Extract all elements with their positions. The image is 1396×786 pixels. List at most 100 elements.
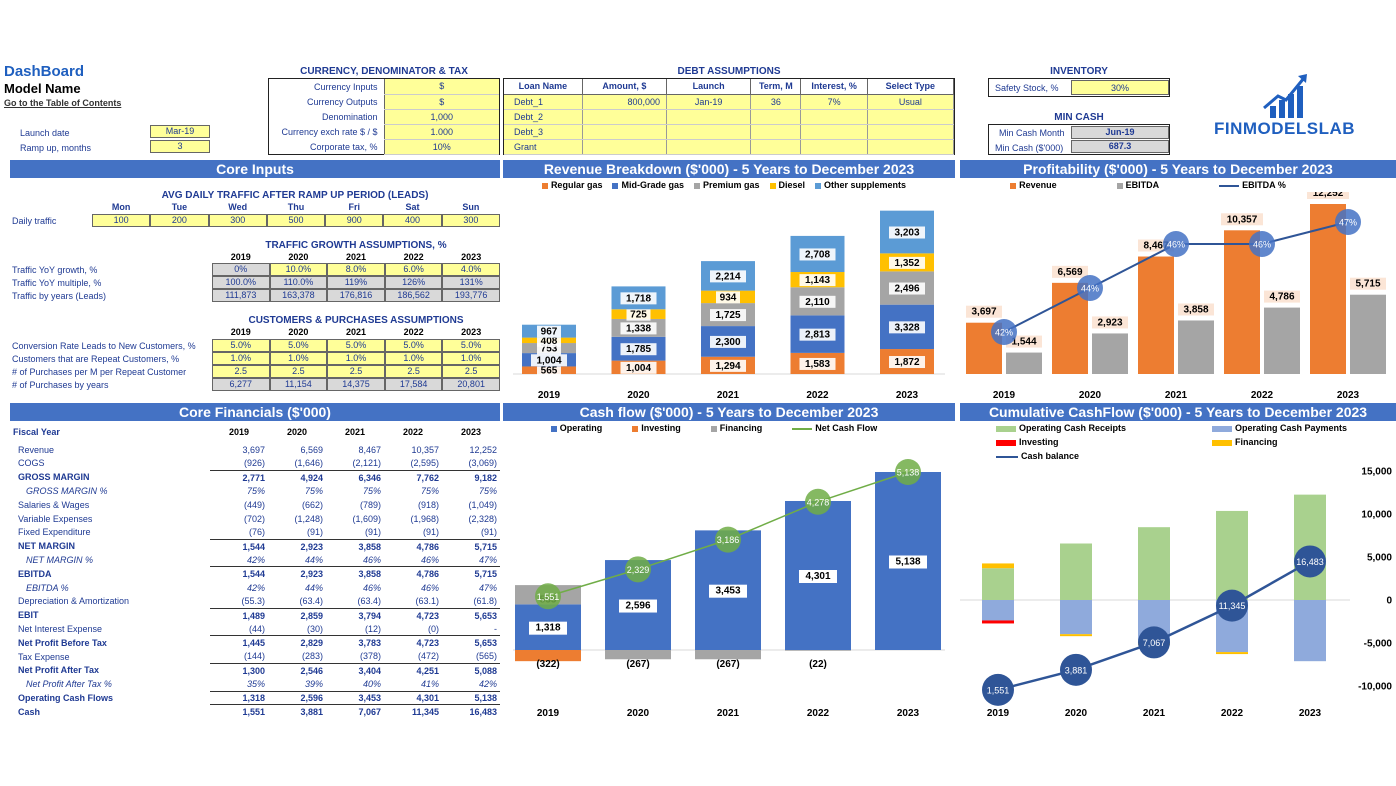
receipts-bar bbox=[1138, 527, 1170, 600]
assumption-cell[interactable]: 1.0% bbox=[327, 352, 385, 365]
financials-year-header: 2021 bbox=[344, 426, 366, 437]
legend-item: Mid-Grade gas bbox=[612, 180, 684, 190]
legend-label: Investing bbox=[1019, 437, 1059, 447]
debt-cell[interactable] bbox=[800, 139, 868, 155]
ebitda-pct-point bbox=[991, 319, 1017, 345]
assumption-cell[interactable]: 2.5 bbox=[384, 365, 443, 378]
debt-cell[interactable]: Grant bbox=[504, 139, 583, 155]
debt-cell[interactable]: 36 bbox=[750, 94, 802, 110]
daily-traffic-input[interactable]: 400 bbox=[383, 214, 442, 227]
legend-swatch bbox=[1212, 425, 1232, 432]
debt-cell[interactable] bbox=[666, 109, 752, 125]
toc-link[interactable]: Go to the Table of Contents bbox=[4, 98, 122, 108]
data-label-bg bbox=[1092, 316, 1128, 329]
debt-cell[interactable] bbox=[666, 124, 752, 140]
daily-traffic-input[interactable]: 300 bbox=[208, 214, 267, 227]
assumption-cell: 14,375 bbox=[327, 378, 385, 391]
x-tick-label: 2023 bbox=[896, 390, 919, 401]
debt-row: Debt_2 bbox=[504, 109, 955, 125]
assumption-cell[interactable]: 1.0% bbox=[384, 352, 443, 365]
debt-cell[interactable] bbox=[750, 109, 802, 125]
daily-traffic-input[interactable]: 500 bbox=[266, 214, 326, 227]
launch-date-input[interactable]: Mar-19 bbox=[150, 125, 210, 138]
data-label-bg bbox=[1178, 303, 1214, 316]
assumption-cell[interactable]: 1.0% bbox=[212, 352, 270, 365]
currency-row-label: Currency Inputs bbox=[313, 81, 378, 92]
data-label: 1,872 bbox=[894, 357, 919, 368]
assumption-cell[interactable]: 2.5 bbox=[212, 365, 270, 378]
debt-cell[interactable]: Debt_1 bbox=[504, 94, 583, 110]
financials-row-label: EBITDA bbox=[18, 568, 52, 579]
currency-row-input[interactable]: $ bbox=[383, 94, 499, 110]
debt-cell[interactable] bbox=[582, 139, 668, 155]
assumption-cell[interactable]: 2.5 bbox=[269, 365, 328, 378]
financials-table: Fiscal Year 2019 2020 2021 2022 2023 Revenue 3,… bbox=[10, 425, 500, 719]
assumption-cell[interactable]: 4.0% bbox=[442, 263, 500, 276]
debt-cell[interactable]: 7% bbox=[800, 94, 868, 110]
financials-row-label: Cash bbox=[18, 706, 41, 717]
cash-balance-point bbox=[982, 673, 1014, 706]
daily-traffic-input[interactable]: 900 bbox=[325, 214, 384, 227]
data-label-bg bbox=[889, 555, 927, 569]
debt-cell[interactable]: Jan-19 bbox=[666, 94, 752, 110]
assumption-cell[interactable]: 6.0% bbox=[384, 263, 443, 276]
cash-balance-point bbox=[1060, 653, 1092, 686]
cashflow-legend: Operating Investing Financing Net Cash Flow bbox=[503, 423, 955, 433]
safety-stock-input[interactable]: 30% bbox=[1071, 80, 1169, 95]
net-cash-flow-point bbox=[535, 583, 561, 610]
ebitda-pct-point bbox=[1335, 209, 1361, 235]
assumption-cell[interactable]: 2.5 bbox=[327, 365, 385, 378]
assumption-cell[interactable]: 5.0% bbox=[384, 339, 443, 352]
debt-cell[interactable] bbox=[800, 124, 868, 140]
debt-cell[interactable] bbox=[582, 124, 668, 140]
debt-cell[interactable]: Debt_2 bbox=[504, 109, 583, 125]
profitability-legend: Revenue EBITDA EBITDA % bbox=[960, 180, 1396, 190]
ebitda-bar bbox=[1350, 294, 1386, 374]
currency-row-input[interactable]: 1.000 bbox=[383, 124, 499, 140]
financials-cell: 3,697 bbox=[242, 444, 265, 455]
currency-row-input[interactable]: 10% bbox=[383, 139, 499, 155]
financials-cell: (789) bbox=[359, 499, 381, 510]
financials-cell: (61.8) bbox=[473, 596, 497, 607]
assumption-cell[interactable]: 1.0% bbox=[269, 352, 328, 365]
assumption-cell[interactable]: 5.0% bbox=[212, 339, 270, 352]
assumption-cell[interactable]: 5.0% bbox=[442, 339, 500, 352]
legend-label: Mid-Grade gas bbox=[621, 180, 684, 190]
daily-traffic-input[interactable]: 100 bbox=[92, 214, 151, 227]
currency-row-input[interactable]: $ bbox=[383, 79, 499, 95]
ebitda-bar bbox=[1006, 352, 1042, 374]
legend-item: EBITDA bbox=[1116, 180, 1159, 190]
assumption-cell[interactable]: 5.0% bbox=[269, 339, 328, 352]
assumption-label: Traffic YoY multiple, % bbox=[12, 278, 102, 288]
assumption-cell[interactable]: 8.0% bbox=[327, 263, 385, 276]
financials-cell: 41% bbox=[420, 678, 439, 689]
assumption-cell[interactable]: 5.0% bbox=[327, 339, 385, 352]
legend-line-swatch bbox=[996, 455, 1018, 458]
debt-cell[interactable]: Debt_3 bbox=[504, 124, 583, 140]
assumption-cell[interactable]: 10.0% bbox=[269, 263, 328, 276]
assumption-cell[interactable]: 2.5 bbox=[442, 365, 500, 378]
ramp-up-input[interactable]: 3 bbox=[150, 140, 210, 153]
debt-cell[interactable] bbox=[750, 139, 802, 155]
daily-traffic-input[interactable]: 200 bbox=[150, 214, 209, 227]
revenue-legend: Regular gas Mid-Grade gas Premium gas Diese… bbox=[503, 180, 955, 190]
debt-cell[interactable] bbox=[867, 109, 955, 125]
debt-header-cell: Launch bbox=[666, 79, 752, 95]
debt-cell[interactable] bbox=[867, 124, 955, 140]
debt-cell[interactable]: 800,000 bbox=[582, 94, 668, 110]
debt-cell[interactable] bbox=[750, 124, 802, 140]
data-label: 2,496 bbox=[894, 284, 919, 295]
debt-cell[interactable] bbox=[666, 139, 752, 155]
financials-row-label: Net Profit After Tax bbox=[18, 665, 100, 676]
debt-header-row: Loan Name Amount, $ Launch Term, M Interest,… bbox=[504, 79, 955, 95]
debt-cell[interactable]: Usual bbox=[867, 94, 955, 110]
assumption-cell[interactable]: 1.0% bbox=[442, 352, 500, 365]
debt-cell[interactable] bbox=[867, 139, 955, 155]
debt-cell[interactable] bbox=[582, 109, 668, 125]
currency-row-input[interactable]: 1,000 bbox=[383, 109, 499, 125]
debt-title: DEBT ASSUMPTIONS bbox=[677, 66, 781, 77]
profitability-chart-svg: 3,697 1,544 2019 6,569 2,923 2020 8,467 3,858 20… bbox=[966, 192, 1386, 401]
debt-cell[interactable] bbox=[800, 109, 868, 125]
financials-year-header: 2020 bbox=[286, 426, 308, 437]
daily-traffic-input[interactable]: 300 bbox=[441, 214, 500, 227]
